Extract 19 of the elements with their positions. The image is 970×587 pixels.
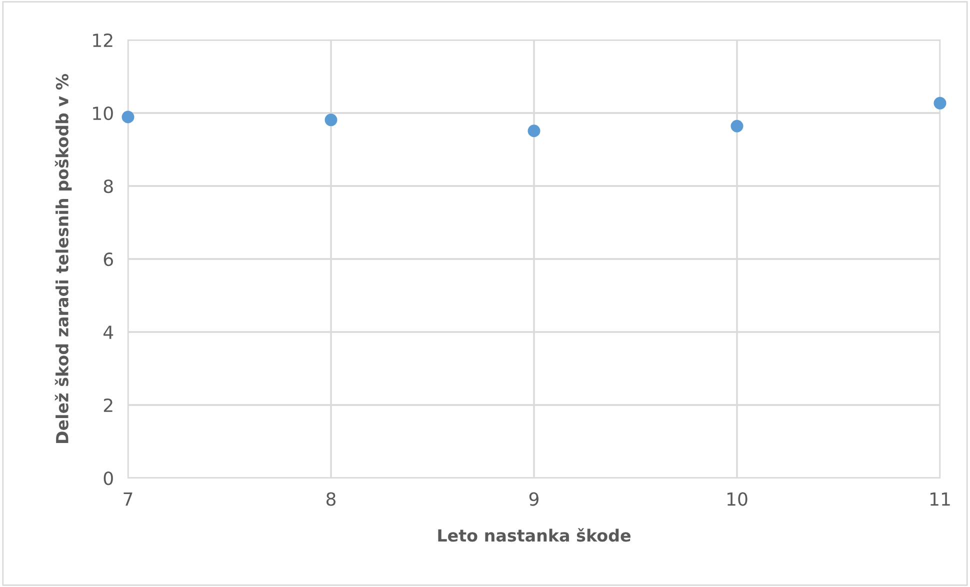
x-tick-label: 10 <box>727 492 748 506</box>
y-tick-label: 8 <box>104 179 113 194</box>
y-tick-label: 0 <box>104 471 113 486</box>
point <box>122 110 134 124</box>
point <box>730 120 744 132</box>
y-tick-label: 6 <box>104 252 113 266</box>
point <box>934 96 946 110</box>
x-tick-label: 7 <box>124 492 132 506</box>
point <box>324 114 338 126</box>
x-tick-label: 9 <box>529 492 538 506</box>
y-tick-label: 12 <box>93 33 112 47</box>
x-axis-title: Leto nastanka škode <box>438 528 631 542</box>
x-tick-label: 11 <box>930 492 950 506</box>
x-tick-label: 8 <box>326 492 336 506</box>
y-tick-label: 10 <box>93 106 113 120</box>
point <box>528 124 540 138</box>
y-tick-label: 2 <box>104 398 112 412</box>
y-tick-label: 4 <box>104 326 114 339</box>
y-axis-title: Delež škod zaradi telesnih poškodb v % <box>54 74 72 444</box>
